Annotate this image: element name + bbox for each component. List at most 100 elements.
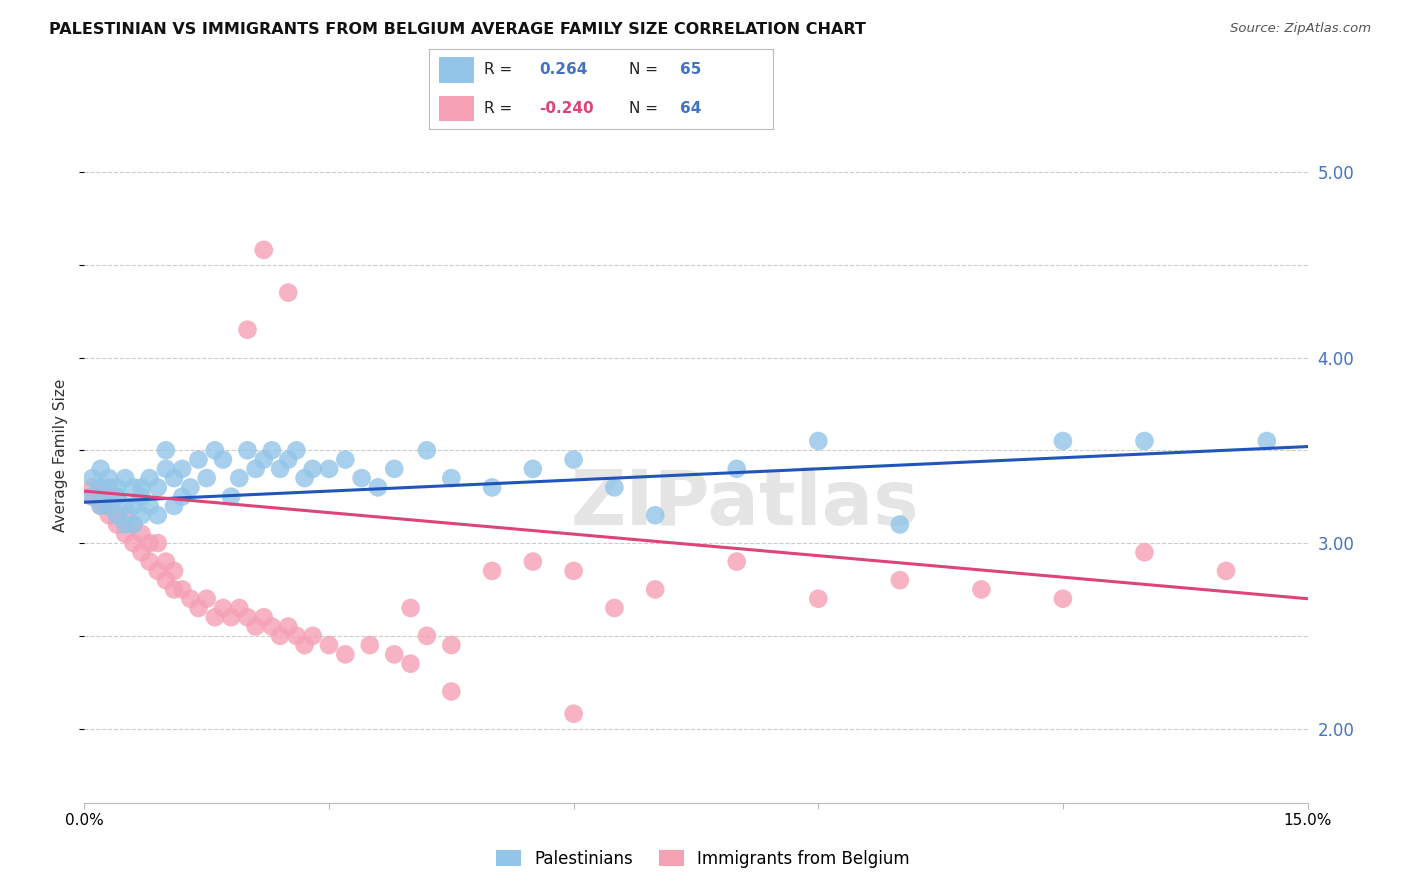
Point bbox=[204, 443, 226, 458]
Point bbox=[114, 499, 136, 513]
Point bbox=[725, 555, 748, 569]
Point bbox=[253, 610, 276, 624]
Point bbox=[122, 517, 145, 532]
Point bbox=[114, 526, 136, 541]
Point bbox=[644, 582, 666, 597]
Point bbox=[82, 480, 104, 494]
Point bbox=[236, 323, 259, 337]
Legend: Palestinians, Immigrants from Belgium: Palestinians, Immigrants from Belgium bbox=[489, 844, 917, 875]
Point bbox=[114, 508, 136, 523]
Text: N =: N = bbox=[628, 101, 662, 116]
Point bbox=[1215, 564, 1237, 578]
Point bbox=[105, 490, 128, 504]
Point bbox=[277, 619, 299, 633]
Text: -0.240: -0.240 bbox=[538, 101, 593, 116]
Point bbox=[399, 657, 422, 671]
Point bbox=[562, 706, 585, 721]
Point bbox=[114, 517, 136, 532]
Point bbox=[219, 610, 242, 624]
Point bbox=[562, 564, 585, 578]
Point bbox=[90, 499, 112, 513]
Point bbox=[105, 517, 128, 532]
Point bbox=[82, 471, 104, 485]
Point bbox=[807, 591, 830, 606]
Point bbox=[644, 508, 666, 523]
Point bbox=[725, 462, 748, 476]
Point bbox=[90, 490, 112, 504]
Point bbox=[228, 471, 250, 485]
Point bbox=[301, 629, 323, 643]
Point bbox=[97, 471, 120, 485]
Point bbox=[138, 471, 160, 485]
Point bbox=[97, 490, 120, 504]
Point bbox=[603, 601, 626, 615]
Point bbox=[105, 508, 128, 523]
Point bbox=[146, 480, 169, 494]
Text: 65: 65 bbox=[681, 62, 702, 78]
Point bbox=[294, 471, 316, 485]
Point bbox=[179, 591, 201, 606]
Point bbox=[105, 480, 128, 494]
Point bbox=[172, 582, 194, 597]
Point bbox=[481, 564, 503, 578]
Point bbox=[172, 462, 194, 476]
Point bbox=[204, 610, 226, 624]
Text: R =: R = bbox=[484, 101, 517, 116]
Point bbox=[236, 443, 259, 458]
Point bbox=[155, 462, 177, 476]
Point bbox=[359, 638, 381, 652]
Point bbox=[228, 601, 250, 615]
Point bbox=[440, 684, 463, 698]
Point bbox=[277, 285, 299, 300]
Point bbox=[285, 629, 308, 643]
Point bbox=[105, 508, 128, 523]
Point bbox=[245, 462, 267, 476]
Point bbox=[195, 591, 218, 606]
Point bbox=[399, 601, 422, 615]
Point bbox=[1052, 434, 1074, 448]
Text: 0.264: 0.264 bbox=[538, 62, 588, 78]
Point bbox=[522, 555, 544, 569]
Point bbox=[131, 480, 153, 494]
Point bbox=[97, 480, 120, 494]
Point bbox=[90, 480, 112, 494]
Bar bbox=[439, 95, 474, 121]
Point bbox=[335, 452, 357, 467]
Point bbox=[440, 471, 463, 485]
Point bbox=[260, 619, 283, 633]
Point bbox=[138, 536, 160, 550]
Point bbox=[131, 508, 153, 523]
Point bbox=[82, 490, 104, 504]
Point bbox=[1052, 591, 1074, 606]
Point bbox=[277, 452, 299, 467]
Point bbox=[131, 526, 153, 541]
Point bbox=[269, 462, 291, 476]
Point bbox=[187, 601, 209, 615]
Point bbox=[440, 638, 463, 652]
Point bbox=[97, 508, 120, 523]
Point bbox=[187, 452, 209, 467]
Point bbox=[367, 480, 389, 494]
Point bbox=[318, 462, 340, 476]
Text: N =: N = bbox=[628, 62, 662, 78]
Text: 64: 64 bbox=[681, 101, 702, 116]
Point bbox=[245, 619, 267, 633]
Point bbox=[131, 545, 153, 559]
Point bbox=[114, 471, 136, 485]
Point bbox=[269, 629, 291, 643]
Point bbox=[335, 648, 357, 662]
Point bbox=[212, 601, 235, 615]
Y-axis label: Average Family Size: Average Family Size bbox=[53, 378, 69, 532]
Point bbox=[97, 490, 120, 504]
Point bbox=[97, 499, 120, 513]
Point bbox=[1133, 545, 1156, 559]
Point bbox=[146, 536, 169, 550]
Point bbox=[522, 462, 544, 476]
Text: Source: ZipAtlas.com: Source: ZipAtlas.com bbox=[1230, 22, 1371, 36]
Point bbox=[163, 499, 186, 513]
Point bbox=[416, 443, 439, 458]
Point bbox=[122, 480, 145, 494]
Point bbox=[1133, 434, 1156, 448]
Point bbox=[105, 490, 128, 504]
Point bbox=[301, 462, 323, 476]
